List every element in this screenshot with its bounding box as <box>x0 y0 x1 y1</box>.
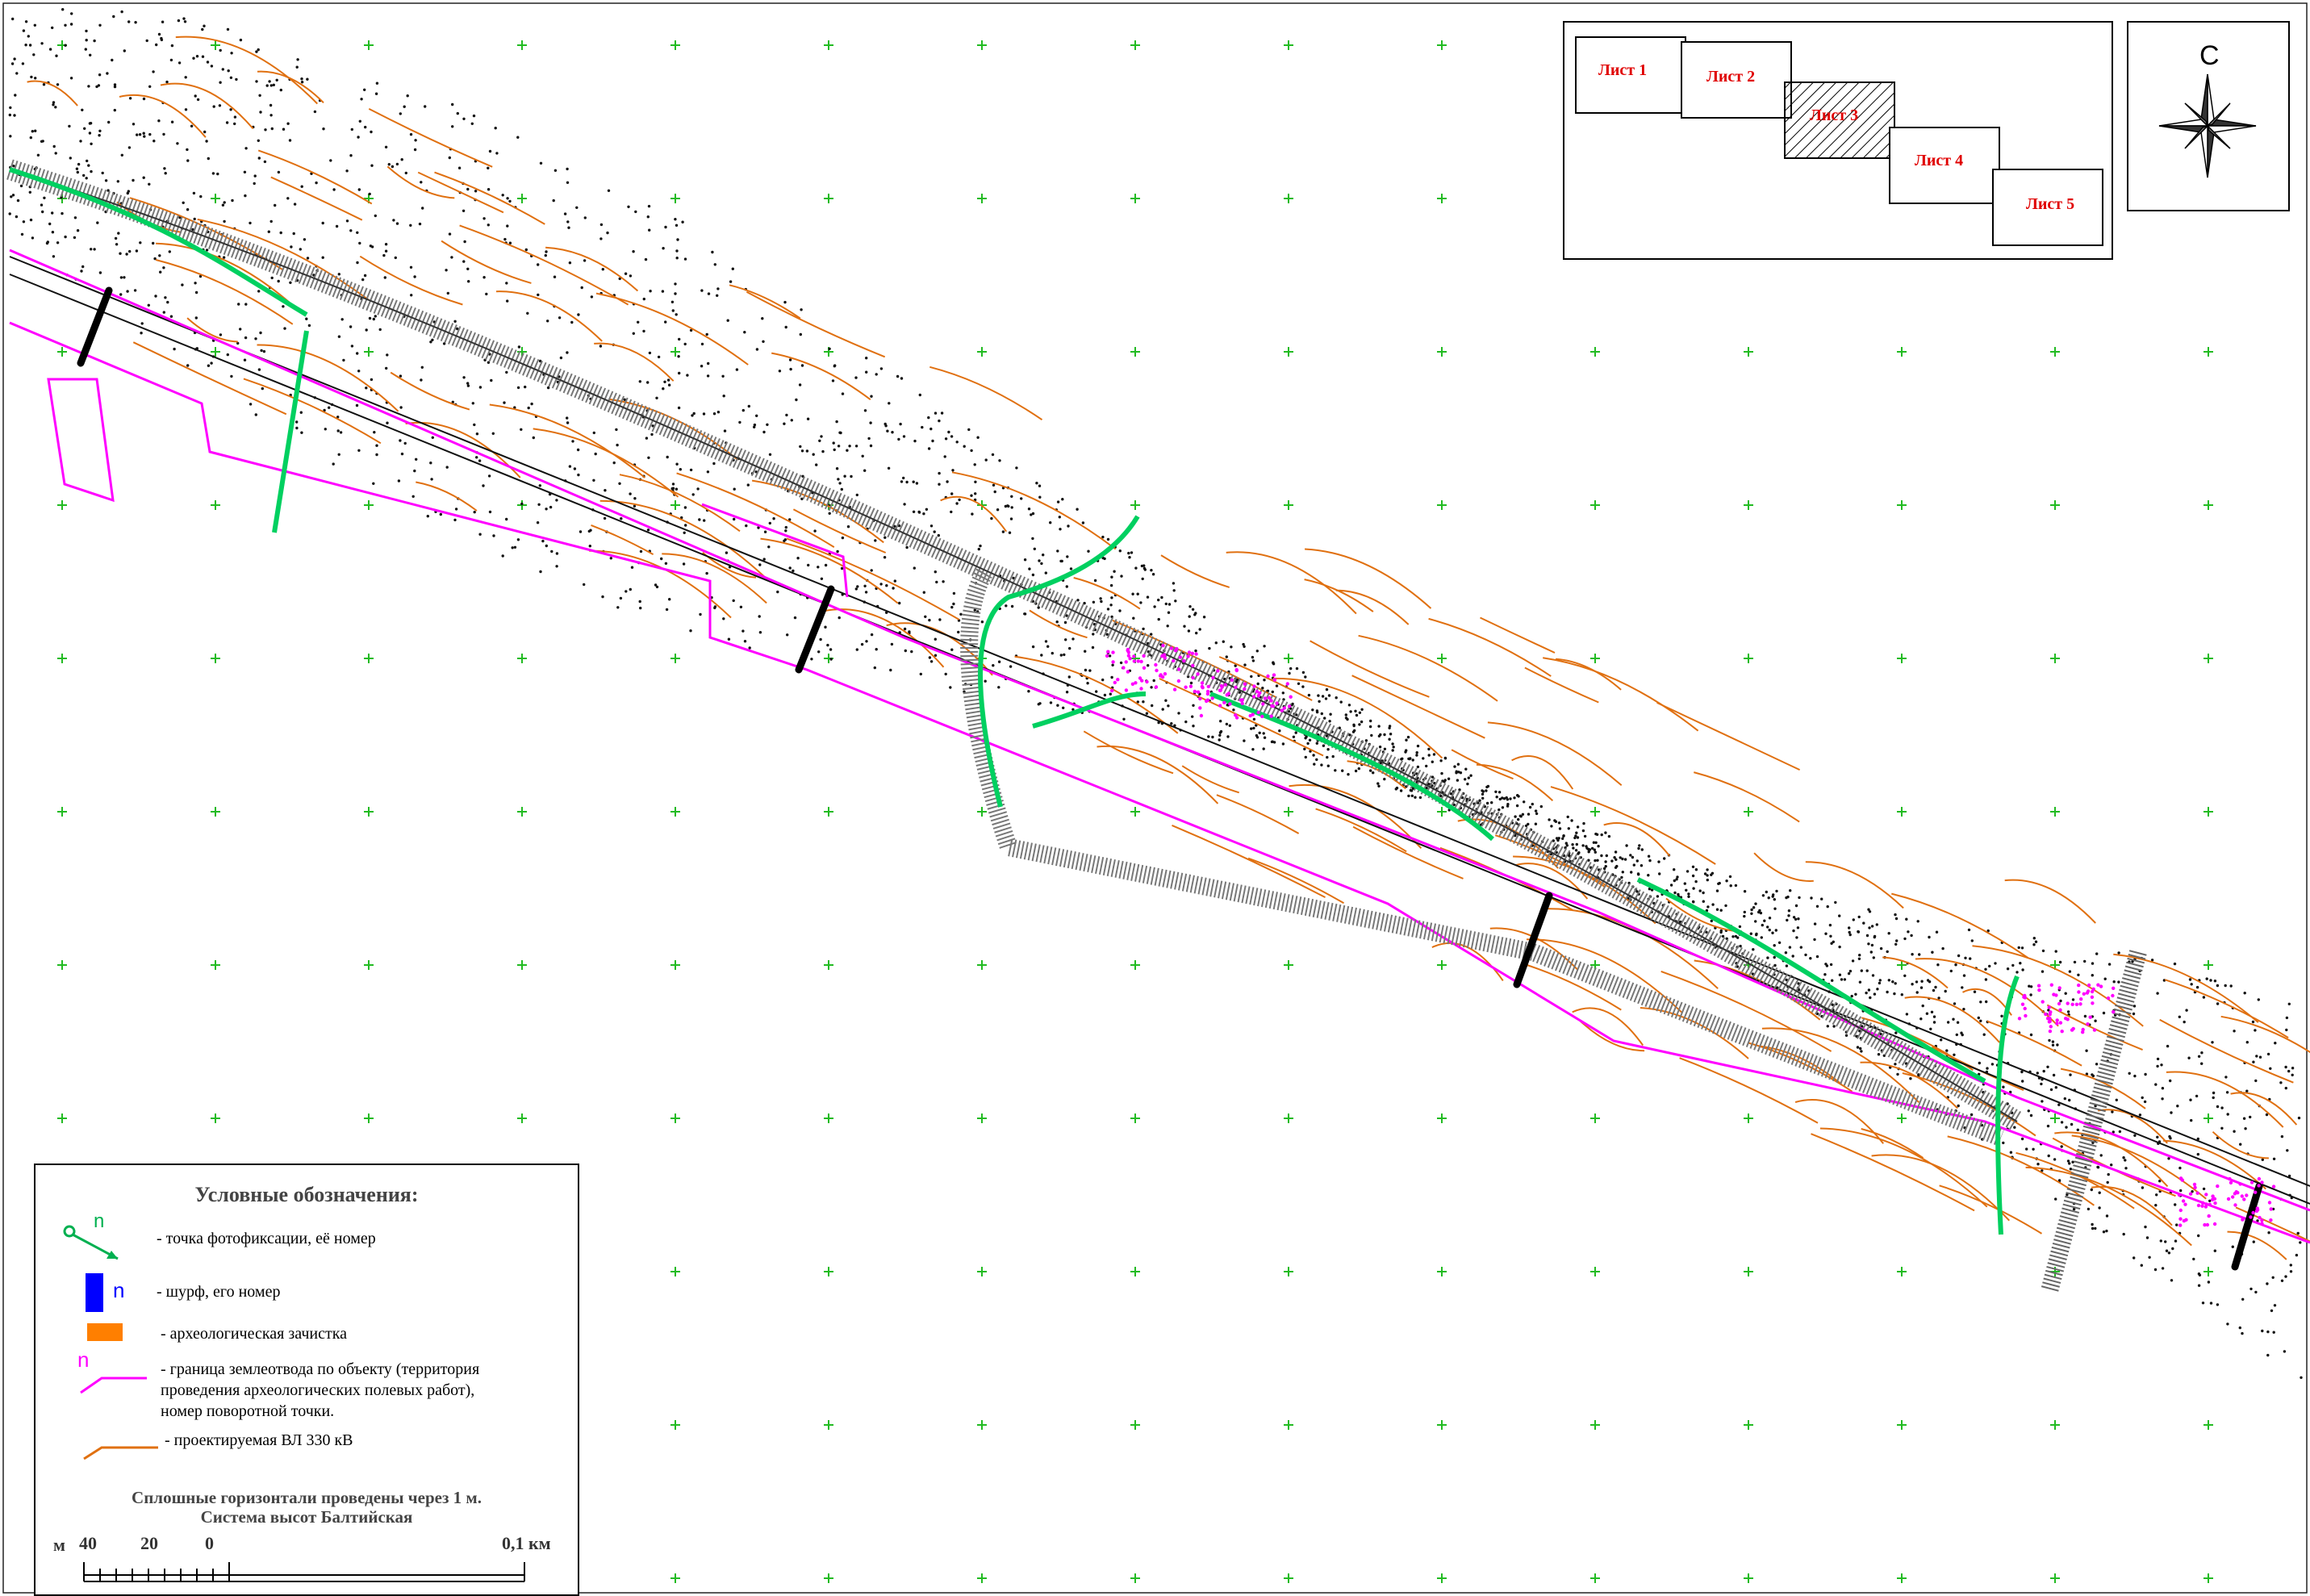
pit-markers <box>77 286 2263 1271</box>
road-band <box>6 159 2147 1293</box>
scale-tick-20: 20 <box>140 1533 158 1553</box>
scale-right-label: 0,1 км <box>502 1533 551 1553</box>
photo-fixation-route <box>9 167 2020 1235</box>
allotment-boundary <box>9 249 2310 1244</box>
sheet-4-label: Лист 4 <box>1915 152 1964 169</box>
legend-note: Сплошные горизонтали проведены через 1 м… <box>36 1488 578 1527</box>
legend-panel: Условные обозначения: n - точка фотофикс… <box>34 1164 579 1596</box>
pit-legend-icon <box>86 1273 103 1312</box>
legend-photo-point-text: - точка фотофиксации, её номер <box>157 1230 376 1247</box>
legend-power-line-text: - проектируемая ВЛ 330 кВ <box>165 1431 353 1449</box>
scale-bar <box>83 1562 525 1582</box>
clearing-legend-icon <box>87 1323 123 1341</box>
sheet-index-frames <box>1575 36 2103 246</box>
power-line-legend-icon <box>83 1446 158 1460</box>
north-arrow-box: С <box>2127 21 2290 211</box>
sheet-2-label: Лист 2 <box>1706 68 1756 86</box>
contour-lines <box>27 36 2310 1260</box>
boundary-legend-letter: n <box>77 1347 90 1372</box>
legend-boundary-line-2: проведения археологических полевых работ… <box>161 1381 475 1399</box>
scale-tick-40: 40 <box>79 1533 97 1553</box>
compass-rose-icon <box>2158 73 2257 178</box>
legend-pit-text: - шурф, его номер <box>157 1283 281 1301</box>
sheet-1-label: Лист 1 <box>1598 61 1648 79</box>
photo-point-legend-letter: n <box>94 1210 105 1232</box>
legend-note-line-1: Сплошные горизонтали проведены через 1 м… <box>132 1488 482 1507</box>
sheet-index-map: Лист 1 Лист 2 Лист 3 Лист 4 Лист 5 <box>1563 21 2113 260</box>
sheet-5-label: Лист 5 <box>2026 195 2075 213</box>
legend-boundary-text: - граница землеотвода по объекту (террит… <box>161 1359 479 1422</box>
legend-boundary-line-3: номер поворотной точки. <box>161 1402 335 1420</box>
scale-unit-label: м <box>53 1535 65 1555</box>
coordinate-grid-crosses <box>57 40 2213 1583</box>
boundary-legend-icon <box>80 1377 147 1394</box>
legend-boundary-line-1: - граница землеотвода по объекту (террит… <box>161 1360 480 1378</box>
sheet-3-label: Лист 3 <box>1810 107 1859 124</box>
pit-legend-letter: n <box>113 1278 125 1302</box>
legend-title: Условные обозначения: <box>194 1183 419 1206</box>
terrain-dot-field <box>8 8 2303 1380</box>
boundary-point-clusters <box>1105 643 2276 1227</box>
scale-tick-0: 0 <box>205 1533 214 1553</box>
legend-note-line-2: Система высот Балтийская <box>200 1507 413 1527</box>
north-label: С <box>2199 40 2220 71</box>
photo-point-legend-icon <box>63 1225 119 1260</box>
legend-clearing-text: - археологическая зачистка <box>161 1325 347 1343</box>
